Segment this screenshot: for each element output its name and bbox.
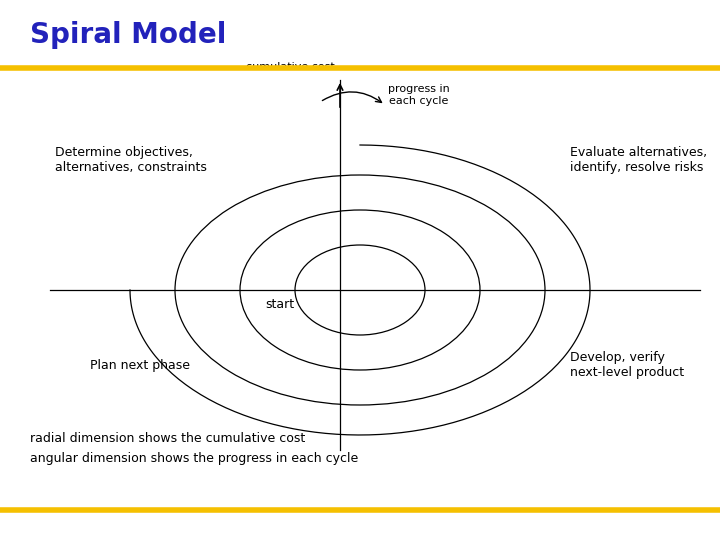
Text: radial dimension shows the cumulative cost: radial dimension shows the cumulative co… <box>30 432 305 445</box>
Text: Plan next phase: Plan next phase <box>90 359 190 372</box>
Text: Evaluate alternatives,
identify, resolve risks: Evaluate alternatives, identify, resolve… <box>570 146 707 174</box>
Text: start: start <box>266 299 294 312</box>
Text: angular dimension shows the progress in each cycle: angular dimension shows the progress in … <box>30 452 359 465</box>
Text: Determine objectives,
alternatives, constraints: Determine objectives, alternatives, cons… <box>55 146 207 174</box>
Text: Spiral Model: Spiral Model <box>30 21 226 49</box>
Text: cumulative cost: cumulative cost <box>246 62 335 72</box>
Text: progress in
each cycle: progress in each cycle <box>388 84 450 106</box>
Text: Develop, verify
next-level product: Develop, verify next-level product <box>570 351 684 379</box>
